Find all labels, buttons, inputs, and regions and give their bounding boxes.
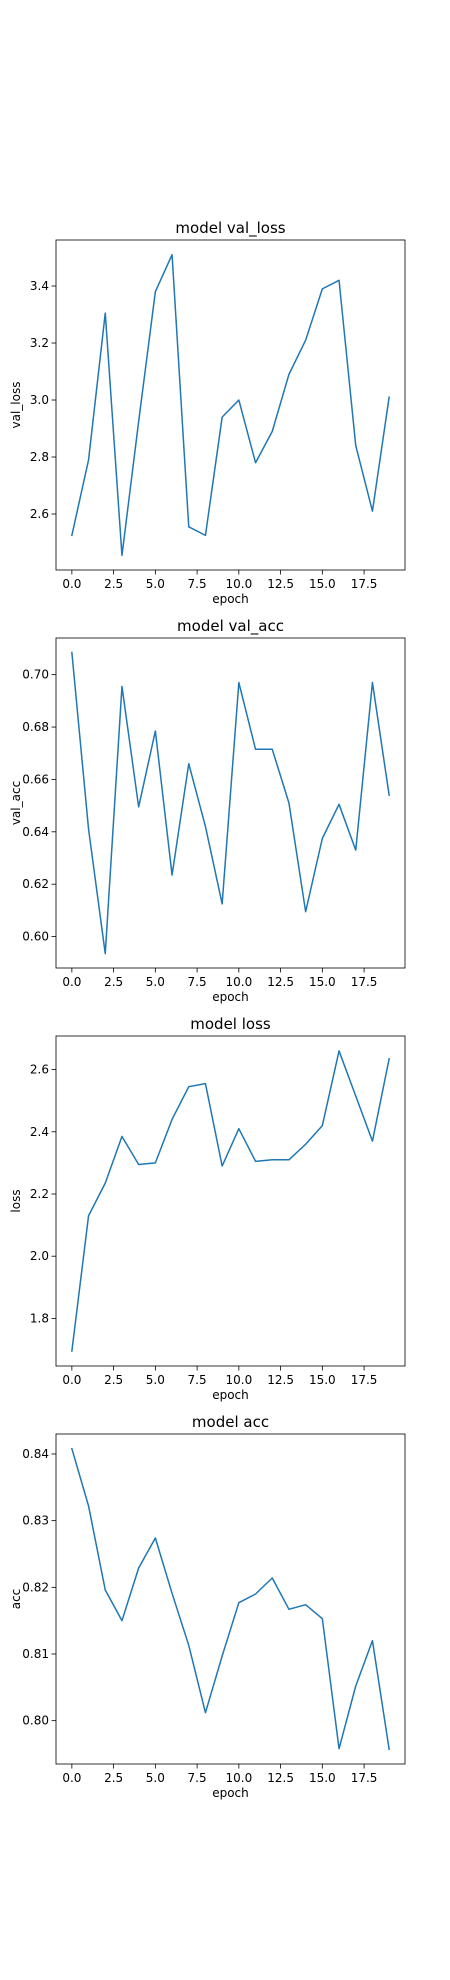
x-tick-label: 5.0: [146, 577, 165, 591]
y-tick-label: 1.8: [30, 1311, 49, 1325]
x-tick-label: 15.0: [309, 577, 336, 591]
x-tick-label: 10.0: [225, 577, 252, 591]
y-axis-label: val_acc: [9, 781, 23, 825]
x-tick-label: 7.5: [188, 577, 207, 591]
x-tick-label: 0.0: [62, 1771, 81, 1785]
x-tick-label: 17.5: [351, 1373, 378, 1387]
y-tick-label: 0.66: [22, 772, 49, 786]
x-tick-label: 7.5: [188, 1373, 207, 1387]
series-line: [70, 253, 390, 557]
y-tick-label: 3.0: [30, 393, 49, 407]
plot-frame: [55, 239, 406, 571]
x-tick-label: 0.0: [62, 975, 81, 989]
y-tick-label: 0.68: [22, 720, 49, 734]
y-tick-label: 0.82: [22, 1580, 49, 1594]
y-tick-label: 0.80: [22, 1714, 49, 1728]
series-line: [71, 651, 390, 955]
x-tick-label: 0.0: [62, 577, 81, 591]
y-axis-label: acc: [9, 1589, 23, 1610]
x-tick-label: 2.5: [104, 1373, 123, 1387]
x-tick-label: 17.5: [351, 1771, 378, 1785]
x-tick-label: 15.0: [309, 975, 336, 989]
y-tick-label: 2.0: [30, 1249, 49, 1263]
y-tick-label: 3.2: [30, 336, 49, 350]
y-tick-label: 0.70: [22, 668, 49, 682]
y-tick-label: 2.6: [30, 1063, 49, 1077]
y-tick-label: 2.2: [30, 1187, 49, 1201]
plot-frame: [55, 1035, 406, 1367]
x-tick-label: 10.0: [225, 975, 252, 989]
x-tick-label: 12.5: [267, 975, 294, 989]
x-tick-label: 15.0: [309, 1771, 336, 1785]
y-tick-label: 0.62: [22, 877, 49, 891]
y-tick-label: 2.4: [30, 1125, 49, 1139]
y-tick-label: 0.81: [22, 1647, 49, 1661]
x-tick-label: 10.0: [225, 1771, 252, 1785]
x-tick-label: 17.5: [351, 577, 378, 591]
x-axis-label: epoch: [212, 592, 249, 606]
x-tick-label: 2.5: [104, 577, 123, 591]
x-tick-label: 7.5: [188, 975, 207, 989]
y-tick-label: 0.64: [22, 825, 49, 839]
x-tick-label: 12.5: [267, 1771, 294, 1785]
plot-frame: [55, 637, 406, 969]
y-tick-label: 0.83: [22, 1514, 49, 1528]
x-tick-label: 10.0: [225, 1373, 252, 1387]
x-tick-label: 2.5: [104, 975, 123, 989]
chart-title: model acc: [192, 1413, 269, 1431]
y-tick-label: 0.84: [22, 1447, 49, 1461]
x-tick-label: 5.0: [146, 975, 165, 989]
series-line: [70, 1447, 390, 1751]
y-tick-label: 3.4: [30, 279, 49, 293]
x-tick-label: 15.0: [309, 1373, 336, 1387]
x-tick-label: 5.0: [146, 1771, 165, 1785]
y-axis-label: loss: [9, 1189, 23, 1212]
x-tick-label: 17.5: [351, 975, 378, 989]
x-tick-label: 7.5: [188, 1771, 207, 1785]
x-axis-label: epoch: [212, 990, 249, 1004]
y-tick-label: 2.8: [30, 450, 49, 464]
x-axis-label: epoch: [212, 1786, 249, 1800]
x-tick-label: 2.5: [104, 1771, 123, 1785]
x-axis-label: epoch: [212, 1388, 249, 1402]
series-line: [71, 1050, 391, 1352]
plot-frame: [55, 1433, 406, 1765]
chart-title: model val_acc: [177, 617, 284, 636]
y-tick-label: 2.6: [30, 507, 49, 521]
y-axis-label: val_loss: [9, 382, 23, 429]
x-tick-label: 5.0: [146, 1373, 165, 1387]
y-tick-label: 0.60: [22, 930, 49, 944]
chart-title: model loss: [190, 1015, 271, 1033]
x-tick-label: 12.5: [267, 577, 294, 591]
x-tick-label: 0.0: [62, 1373, 81, 1387]
chart-title: model val_loss: [175, 219, 285, 238]
x-tick-label: 12.5: [267, 1373, 294, 1387]
